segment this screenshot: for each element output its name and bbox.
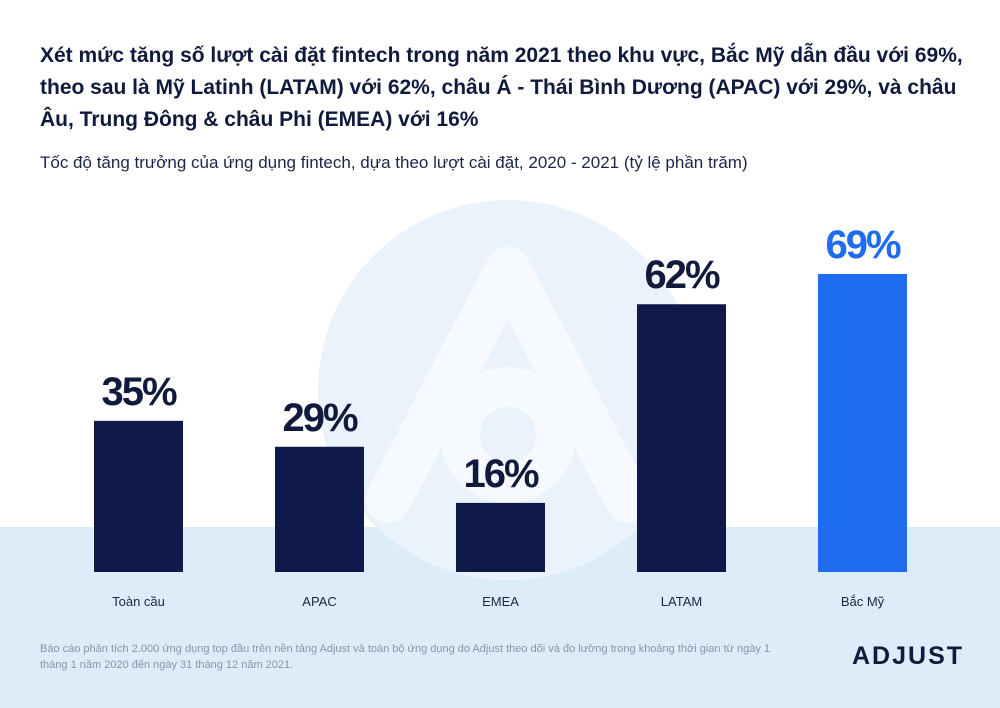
category-label: LATAM [661,594,702,609]
category-label: Toàn cầu [112,594,165,609]
chart-subtitle: Tốc độ tăng trưởng của ứng dụng fintech,… [40,153,748,172]
category-label: EMEA [482,594,519,609]
bar-LATAM [637,304,726,572]
value-label: 35% [101,370,176,414]
footnote: Báo cáo phân tích 2.000 ứng dụng top đầu… [40,643,771,671]
adjust-logo: ADJUST [852,642,965,670]
bar-Bắc Mỹ [818,274,907,572]
value-label: 69% [825,223,900,267]
category-label: APAC [302,594,336,609]
bar-EMEA [456,502,545,572]
value-label: 62% [644,253,719,297]
bar-Toàn cầu [94,420,183,572]
bar-APAC [275,446,364,572]
headline: Xét mức tăng số lượt cài đặt fintech tro… [40,44,963,131]
watermark-logo-icon [365,247,651,523]
value-label: 16% [463,452,538,496]
value-label: 29% [282,396,357,440]
bar-chart: 35% Toàn cầu 29% APAC 16% EMEA 62% LATAM 69% Bắc … [94,223,907,609]
category-label: Bắc Mỹ [841,594,885,609]
